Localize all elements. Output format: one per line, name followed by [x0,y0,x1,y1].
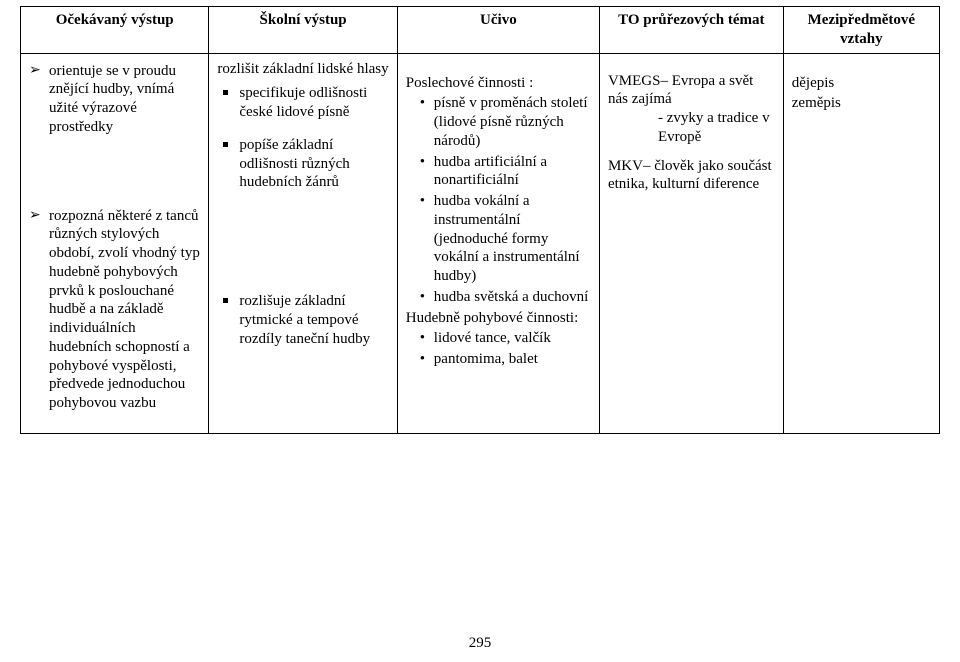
list-item: orientuje se v proudu znějící hudby, vní… [29,62,200,137]
subject-link: dějepis [792,74,931,93]
header-cross-topics: TO průřezových témat [599,7,783,54]
cell-subject-matter: Poslechové činnosti : písně v proměnách … [397,53,599,433]
cell-expected-output: orientuje se v proudu znějící hudby, vní… [21,53,209,433]
cell-interdisciplinary: dějepis zeměpis [783,53,939,433]
header-subject-matter: Učivo [397,7,599,54]
listening-heading: Poslechové činnosti : [406,74,591,93]
school-output-intro: rozlišit základní lidské hlasy [217,60,388,79]
list-item: popíše základní odlišnosti různých hudeb… [217,136,388,192]
list-item: rozlišuje základní rytmické a tempové ro… [217,292,388,348]
school-output-list: specifikuje odlišnosti české lidové písn… [217,84,388,348]
cell-cross-topics: VMEGS– Evropa a svět nás zajímá - zvyky … [599,53,783,433]
list-item: lidové tance, valčík [406,329,591,348]
list-item: hudba vokální a instrumentální (jednoduc… [406,192,591,286]
curriculum-table: Očekávaný výstup Školní výstup Učivo TO … [20,6,940,434]
list-item: pantomima, balet [406,350,591,369]
cross-topic-mkv: MKV– člověk jako součást etnika, kulturn… [608,157,775,195]
list-item: specifikuje odlišnosti české lidové písn… [217,84,388,122]
list-item: rozpozná některé z tanců různých stylový… [29,207,200,413]
list-item: hudba světská a duchovní [406,288,591,307]
list-item: hudba artificiální a nonartificiální [406,153,591,191]
list-item: písně v proměnách století (lidové písně … [406,94,591,150]
cross-topic-vmegs-title: VMEGS– Evropa a svět nás zajímá [608,73,753,108]
subject-link: zeměpis [792,94,931,113]
expected-output-list: orientuje se v proudu znějící hudby, vní… [29,62,200,413]
page-number: 295 [0,635,960,652]
cross-topic-vmegs: VMEGS– Evropa a svět nás zajímá - zvyky … [608,72,775,147]
table-header-row: Očekávaný výstup Školní výstup Učivo TO … [21,7,940,54]
header-school-output: Školní výstup [209,7,397,54]
listening-list: písně v proměnách století (lidové písně … [406,94,591,306]
cell-school-output: rozlišit základní lidské hlasy specifiku… [209,53,397,433]
movement-heading: Hudebně pohybové činnosti: [406,309,591,328]
cross-topic-vmegs-sub: - zvyky a tradice v Evropě [608,109,775,147]
movement-list: lidové tance, valčík pantomima, balet [406,329,591,369]
header-expected-output: Očekávaný výstup [21,7,209,54]
header-interdisciplinary: Mezipředmětové vztahy [783,7,939,54]
table-row: orientuje se v proudu znějící hudby, vní… [21,53,940,433]
page: Očekávaný výstup Školní výstup Učivo TO … [0,0,960,662]
